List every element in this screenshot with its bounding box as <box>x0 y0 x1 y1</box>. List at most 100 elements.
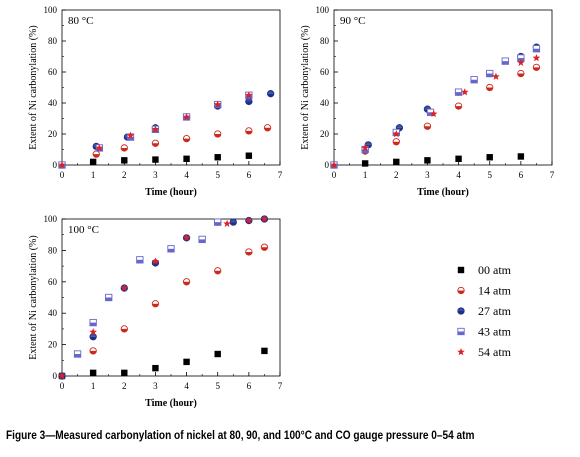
data-point <box>532 63 541 72</box>
panel-title: 80 °C <box>68 15 94 27</box>
data-point <box>532 45 541 53</box>
data-point <box>393 158 400 166</box>
series-54-atm <box>58 215 269 380</box>
legend-entry: 43 atm <box>457 325 512 339</box>
data-point <box>89 158 97 166</box>
data-point <box>182 233 191 242</box>
x-tick-label: 1 <box>91 170 96 180</box>
data-point <box>89 333 97 341</box>
data-point <box>501 57 509 65</box>
data-point <box>182 134 191 143</box>
data-point <box>424 157 431 164</box>
y-tick-label: 20 <box>48 340 58 350</box>
data-point <box>423 122 432 130</box>
y-tick-label: 0 <box>325 160 330 170</box>
data-point <box>470 76 478 84</box>
x-axis-label: Time (hour) <box>145 398 197 409</box>
data-point <box>454 88 463 96</box>
data-point <box>214 267 222 275</box>
data-point <box>120 144 128 152</box>
series-43-atm <box>73 218 222 358</box>
series-43-atm <box>330 45 541 169</box>
data-point <box>95 143 104 152</box>
legend-label: 14 atm <box>478 284 512 298</box>
data-point <box>120 325 128 333</box>
data-point <box>152 156 159 163</box>
data-point <box>261 347 268 355</box>
x-axis-label: Time (hour) <box>145 187 197 198</box>
legend-marker <box>457 307 465 315</box>
data-point <box>454 102 463 110</box>
y-tick-label: 40 <box>48 98 58 108</box>
chart-panel-3: 0 1 2 3 4 5 6 7 0 20 40 60 80 100 Time (hour) Extent of… <box>28 214 283 409</box>
y-tick-label: 20 <box>48 129 58 139</box>
y-tick-label: 60 <box>320 67 330 77</box>
x-tick-label: 0 <box>60 170 65 180</box>
series-54-atm <box>330 54 541 169</box>
x-tick-label: 1 <box>91 381 96 391</box>
series-27-atm <box>58 90 275 169</box>
series-14-atm <box>58 243 269 380</box>
legend-marker <box>457 348 465 356</box>
data-point <box>136 256 144 264</box>
data-point <box>182 278 191 286</box>
data-point <box>120 284 129 292</box>
y-axis-label: Extent of Ni carbonylation (%) <box>300 25 311 149</box>
data-point <box>263 124 272 132</box>
data-point <box>214 154 221 161</box>
x-tick-label: 0 <box>60 381 65 391</box>
y-tick-label: 80 <box>48 36 58 46</box>
data-point <box>182 112 191 121</box>
x-tick-label: 5 <box>215 381 220 391</box>
x-tick-label: 3 <box>425 170 430 180</box>
data-point <box>73 350 82 358</box>
data-point <box>126 131 135 139</box>
x-tick-label: 1 <box>363 170 368 180</box>
data-point <box>245 248 253 256</box>
x-tick-label: 2 <box>122 381 127 391</box>
x-tick-label: 6 <box>519 170 524 180</box>
data-point <box>152 364 159 372</box>
x-tick-label: 4 <box>184 170 189 180</box>
x-tick-label: 6 <box>247 381 252 391</box>
data-point <box>223 219 231 227</box>
data-point <box>105 293 113 302</box>
legend-entry: 00 atm <box>457 263 512 277</box>
data-point <box>392 138 400 146</box>
data-point <box>89 347 97 355</box>
data-point <box>455 155 462 162</box>
x-tick-label: 4 <box>456 170 461 180</box>
y-tick-label: 20 <box>320 129 330 139</box>
data-point <box>183 358 190 366</box>
data-point <box>213 100 222 108</box>
y-tick-label: 100 <box>316 5 330 15</box>
y-axis-label: Extent of Ni carbonylation (%) <box>28 235 39 359</box>
data-point <box>517 58 525 66</box>
data-point <box>58 161 66 169</box>
series-54-atm <box>58 91 253 169</box>
data-point <box>517 153 525 160</box>
x-tick-label: 7 <box>278 381 283 391</box>
data-point <box>214 218 222 226</box>
x-axis-label: Time (hour) <box>417 187 469 198</box>
data-point <box>392 130 401 138</box>
data-point <box>361 160 369 167</box>
x-tick-label: 7 <box>278 170 283 180</box>
data-point <box>167 245 175 253</box>
y-tick-label: 40 <box>320 98 330 108</box>
legend-marker <box>457 327 465 336</box>
data-point <box>214 350 221 358</box>
data-point <box>461 88 469 96</box>
x-tick-label: 5 <box>215 170 220 180</box>
x-tick-label: 2 <box>122 170 127 180</box>
legend-label: 00 atm <box>478 263 512 277</box>
data-point <box>89 369 97 377</box>
x-tick-label: 3 <box>153 170 158 180</box>
data-point <box>229 218 237 226</box>
panel-title: 100 °C <box>68 224 99 236</box>
data-point <box>267 90 275 98</box>
legend-label: 54 atm <box>478 345 512 359</box>
data-point <box>151 300 160 308</box>
data-point <box>361 143 369 152</box>
legend-entry: 27 atm <box>457 304 512 318</box>
